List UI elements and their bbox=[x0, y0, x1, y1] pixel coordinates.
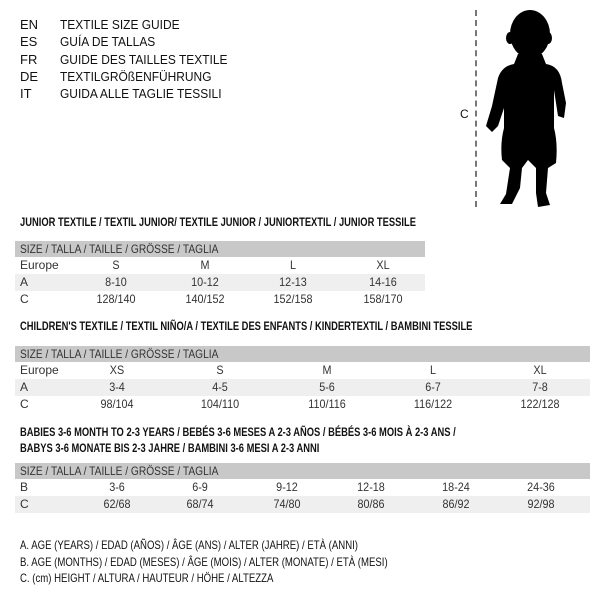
height-measure-line bbox=[475, 10, 477, 207]
table-cell: M bbox=[200, 258, 210, 272]
table-cell: 80/86 bbox=[357, 497, 385, 511]
row-label: C bbox=[20, 397, 29, 411]
row-label: Europe bbox=[20, 258, 59, 272]
table-row: Europe S M L XL bbox=[15, 257, 425, 274]
child-silhouette-icon bbox=[486, 10, 566, 207]
legend-line: B. AGE (MONTHS) / EDAD (MESES) / ÂGE (MO… bbox=[20, 554, 388, 569]
table-cell: 18-24 bbox=[442, 480, 470, 494]
table-cell: 12-13 bbox=[279, 275, 307, 289]
table-row: C 98/104 104/110 110/116 116/122 122/128 bbox=[15, 396, 590, 413]
table-cell: S bbox=[112, 258, 120, 272]
table-cell: 74/80 bbox=[273, 497, 301, 511]
row-label: A bbox=[20, 380, 29, 394]
size-table-header: SIZE / TALLA / TAILLE / GRÖSSE / TAGLIA bbox=[15, 241, 425, 257]
table-cell: 5-6 bbox=[319, 380, 335, 394]
size-header-label: SIZE / TALLA / TAILLE / GRÖSSE / TAGLIA bbox=[20, 242, 219, 256]
language-title: TEXTILE SIZE GUIDE bbox=[60, 17, 180, 32]
size-table: SIZE / TALLA / TAILLE / GRÖSSE / TAGLIA E… bbox=[15, 241, 425, 308]
section-title: JUNIOR TEXTILE / TEXTIL JUNIOR/ TEXTILE … bbox=[20, 215, 416, 229]
table-row: C 62/68 68/74 74/80 80/86 86/92 92/98 bbox=[15, 496, 590, 513]
table-row: B 3-6 6-9 9-12 12-18 18-24 24-36 bbox=[15, 479, 590, 496]
table-cell: 116/122 bbox=[413, 397, 453, 411]
table-cell: 104/110 bbox=[200, 397, 240, 411]
table-cell: 10-12 bbox=[191, 275, 219, 289]
size-table-header: SIZE / TALLA / TAILLE / GRÖSSE / TAGLIA bbox=[15, 463, 590, 479]
table-cell: XL bbox=[533, 363, 547, 377]
language-title: GUIDE DES TAILLES TEXTILE bbox=[60, 51, 228, 67]
language-title: TEXTILGRÖßENFÜHRUNG bbox=[60, 68, 212, 84]
language-title: GUIDA ALLE TAGLIE TESSILI bbox=[60, 86, 222, 102]
table-cell: 12-18 bbox=[357, 480, 385, 494]
table-row: A 3-4 4-5 5-6 6-7 7-8 bbox=[15, 379, 590, 396]
table-cell: 128/140 bbox=[96, 292, 136, 306]
table-row: A 8-10 10-12 12-13 14-16 bbox=[15, 274, 425, 291]
table-cell: 7-8 bbox=[532, 380, 548, 394]
table-cell: L bbox=[289, 258, 297, 272]
table-cell: 152/158 bbox=[273, 292, 313, 306]
table-cell: 6-9 bbox=[192, 480, 208, 494]
table-cell: 158/170 bbox=[363, 292, 403, 306]
row-label: C bbox=[20, 497, 29, 511]
language-title: GUÍA DE TALLAS bbox=[60, 34, 156, 50]
table-cell: 110/116 bbox=[308, 397, 346, 411]
table-cell: 14-16 bbox=[369, 275, 397, 289]
table-cell: L bbox=[429, 363, 437, 377]
table-cell: M bbox=[322, 363, 332, 377]
table-cell: 9-12 bbox=[276, 480, 298, 494]
table-cell: 68/74 bbox=[186, 497, 214, 511]
table-cell: 86/92 bbox=[442, 497, 470, 511]
section-title: CHILDREN'S TEXTILE / TEXTIL NIÑO/A / TEX… bbox=[20, 319, 473, 333]
size-table: SIZE / TALLA / TAILLE / GRÖSSE / TAGLIA B… bbox=[15, 463, 590, 513]
size-header-label: SIZE / TALLA / TAILLE / GRÖSSE / TAGLIA bbox=[20, 464, 219, 478]
table-cell: 8-10 bbox=[105, 275, 127, 289]
section-title: BABIES 3-6 MONTH TO 2-3 YEARS / BEBÉS 3-… bbox=[20, 425, 456, 439]
table-cell: 3-6 bbox=[109, 480, 125, 494]
table-cell: 6-7 bbox=[425, 380, 441, 394]
table-cell: 98/104 bbox=[100, 397, 134, 411]
table-cell: 62/68 bbox=[103, 497, 131, 511]
language-code: FR bbox=[20, 51, 38, 67]
size-table: SIZE / TALLA / TAILLE / GRÖSSE / TAGLIA E… bbox=[15, 346, 590, 413]
height-measure-label: C bbox=[460, 107, 469, 121]
table-cell: 4-5 bbox=[212, 380, 228, 394]
row-label: Europe bbox=[20, 363, 59, 377]
legend-line: C. (cm) HEIGHT / ALTURA / HAUTEUR / HÖHE… bbox=[20, 571, 274, 585]
row-label: A bbox=[20, 275, 29, 289]
language-code: ES bbox=[20, 34, 38, 50]
section-title: BABYS 3-6 MONATE BIS 2-3 JAHRE / BAMBINI… bbox=[20, 441, 320, 455]
table-cell: 122/128 bbox=[520, 397, 560, 411]
table-cell: 3-4 bbox=[109, 380, 125, 394]
row-label: C bbox=[20, 292, 29, 306]
table-cell: XS bbox=[109, 363, 125, 377]
table-row: C 128/140 140/152 152/158 158/170 bbox=[15, 291, 425, 308]
row-label: B bbox=[20, 480, 29, 494]
legend-line: A. AGE (YEARS) / EDAD (AÑOS) / ÂGE (ANS)… bbox=[20, 538, 359, 552]
size-table-header: SIZE / TALLA / TAILLE / GRÖSSE / TAGLIA bbox=[15, 346, 590, 362]
table-cell: 92/98 bbox=[527, 497, 555, 511]
table-cell: 24-36 bbox=[527, 480, 555, 494]
table-cell: XL bbox=[376, 258, 390, 272]
table-cell: 140/152 bbox=[185, 292, 225, 306]
language-code: EN bbox=[20, 17, 39, 32]
language-code: IT bbox=[20, 86, 32, 102]
size-header-label: SIZE / TALLA / TAILLE / GRÖSSE / TAGLIA bbox=[20, 347, 219, 361]
table-row: Europe XS S M L XL bbox=[15, 362, 590, 379]
table-cell: S bbox=[216, 363, 224, 377]
language-code: DE bbox=[20, 68, 39, 84]
